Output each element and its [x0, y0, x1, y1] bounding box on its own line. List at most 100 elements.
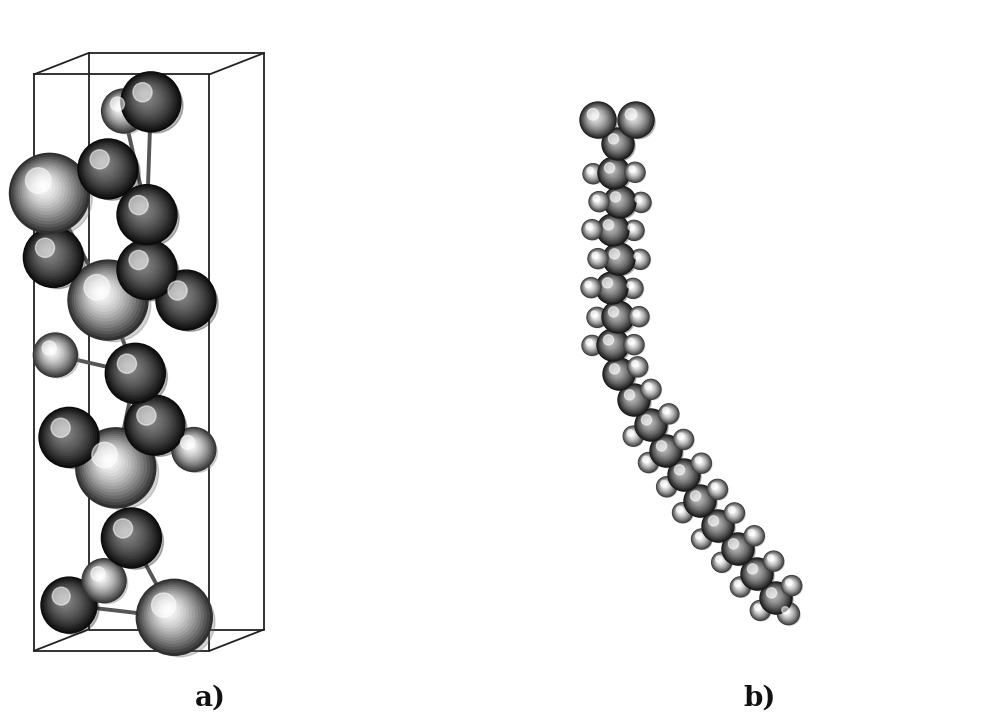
Circle shape: [611, 136, 621, 147]
Circle shape: [712, 519, 720, 528]
Circle shape: [38, 338, 70, 370]
Circle shape: [607, 166, 617, 176]
Circle shape: [636, 313, 640, 317]
Circle shape: [608, 248, 627, 267]
Circle shape: [173, 429, 214, 470]
Circle shape: [137, 88, 157, 108]
Circle shape: [624, 221, 644, 240]
Circle shape: [612, 194, 625, 206]
Circle shape: [693, 531, 709, 547]
Circle shape: [766, 553, 780, 568]
Circle shape: [630, 285, 633, 288]
Circle shape: [706, 513, 735, 542]
Circle shape: [78, 430, 153, 505]
Circle shape: [656, 441, 673, 458]
Circle shape: [588, 168, 596, 176]
Circle shape: [105, 343, 165, 404]
Circle shape: [604, 163, 615, 173]
Circle shape: [695, 457, 706, 468]
Circle shape: [648, 386, 652, 390]
Circle shape: [618, 102, 654, 138]
Circle shape: [585, 107, 609, 131]
Circle shape: [649, 387, 650, 388]
Circle shape: [56, 592, 75, 611]
Circle shape: [724, 535, 751, 563]
Circle shape: [585, 223, 597, 234]
Circle shape: [629, 359, 645, 375]
Circle shape: [614, 140, 616, 142]
Circle shape: [686, 486, 713, 515]
Circle shape: [627, 110, 641, 125]
Circle shape: [111, 518, 147, 554]
Circle shape: [661, 406, 679, 424]
Circle shape: [630, 359, 644, 373]
Circle shape: [607, 133, 626, 152]
Circle shape: [665, 409, 670, 415]
Circle shape: [36, 335, 74, 373]
Circle shape: [753, 603, 767, 617]
Circle shape: [638, 412, 663, 437]
Circle shape: [604, 280, 617, 293]
Circle shape: [606, 338, 616, 348]
Circle shape: [613, 367, 621, 376]
Circle shape: [780, 605, 796, 621]
Circle shape: [756, 606, 762, 611]
Circle shape: [671, 462, 696, 487]
Circle shape: [19, 161, 92, 235]
Circle shape: [757, 607, 761, 611]
Circle shape: [46, 413, 101, 468]
Circle shape: [629, 166, 639, 176]
Circle shape: [84, 274, 110, 300]
Circle shape: [46, 582, 90, 627]
Circle shape: [716, 557, 725, 566]
Circle shape: [582, 279, 599, 296]
Circle shape: [37, 240, 65, 268]
Circle shape: [711, 483, 722, 494]
Circle shape: [85, 436, 159, 510]
Circle shape: [580, 102, 616, 138]
Circle shape: [771, 558, 773, 560]
Circle shape: [610, 192, 621, 202]
Circle shape: [86, 147, 126, 187]
Circle shape: [750, 531, 756, 537]
Circle shape: [630, 359, 645, 374]
Circle shape: [637, 314, 638, 315]
Circle shape: [59, 427, 71, 439]
Circle shape: [597, 273, 627, 303]
Circle shape: [762, 584, 789, 611]
Circle shape: [676, 467, 689, 479]
Circle shape: [625, 108, 637, 120]
Circle shape: [714, 486, 718, 490]
Circle shape: [641, 455, 655, 468]
Circle shape: [609, 308, 624, 323]
Circle shape: [609, 249, 620, 259]
Circle shape: [96, 287, 107, 298]
Circle shape: [653, 439, 677, 462]
Circle shape: [153, 595, 188, 631]
Circle shape: [110, 348, 158, 396]
Circle shape: [612, 251, 622, 262]
Circle shape: [668, 459, 700, 491]
Circle shape: [606, 223, 616, 233]
Circle shape: [662, 481, 670, 489]
Circle shape: [123, 529, 131, 537]
Circle shape: [587, 340, 595, 348]
Circle shape: [599, 274, 624, 300]
Circle shape: [640, 454, 656, 470]
Circle shape: [712, 521, 719, 526]
Circle shape: [633, 252, 646, 266]
Circle shape: [607, 224, 615, 232]
Circle shape: [145, 587, 200, 643]
Circle shape: [126, 396, 182, 453]
Circle shape: [745, 527, 763, 544]
Circle shape: [51, 418, 70, 437]
Circle shape: [661, 446, 666, 450]
Circle shape: [614, 369, 619, 373]
Circle shape: [717, 557, 725, 565]
Circle shape: [114, 101, 128, 115]
Circle shape: [68, 260, 148, 340]
Circle shape: [644, 383, 656, 394]
Circle shape: [627, 164, 646, 183]
Circle shape: [172, 428, 216, 472]
Circle shape: [658, 443, 671, 455]
